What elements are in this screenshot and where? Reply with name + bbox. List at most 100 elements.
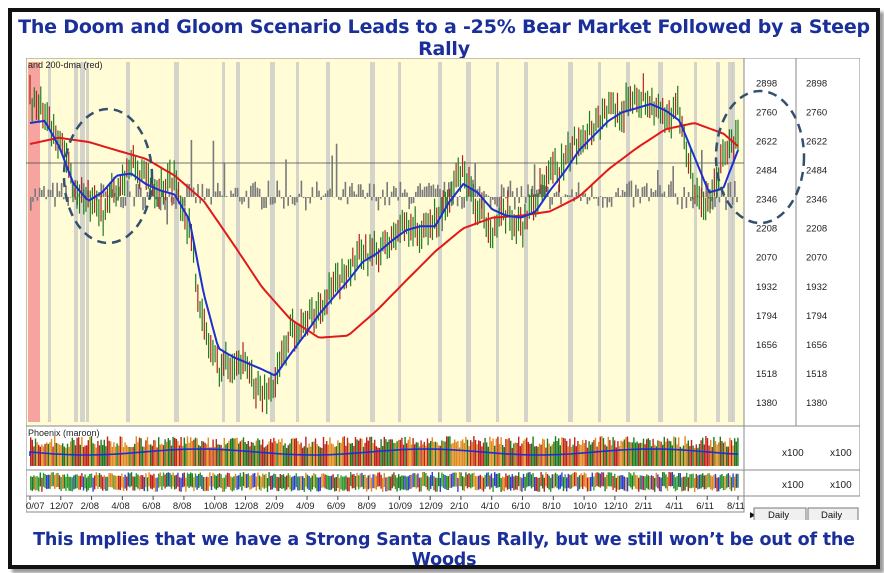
indicator-bar [162,472,165,487]
tab-daily-1-box[interactable] [753,507,807,520]
phoenix-bar [455,442,457,466]
phoenix-bar [310,446,312,466]
phoenix-bar [420,440,422,466]
volume-bar [544,185,547,197]
indicator-bar [145,473,147,488]
phoenix-bar [583,443,585,466]
volume-bar [289,195,292,197]
phoenix-scale-label-2: x100 [830,448,852,459]
volume-bar [100,183,102,197]
volume-bar [401,192,404,197]
indicator-bar [97,475,99,490]
indicator-bar [351,474,353,489]
indicator-bar [481,476,483,491]
phoenix-bar [609,440,611,466]
volume-bar [540,184,542,197]
indicator-bar [266,477,269,492]
phoenix-bar [388,439,390,466]
volume-bar [206,188,208,197]
indicator-bar [308,476,310,491]
volume-bar [415,191,417,197]
phoenix-bar [153,440,155,466]
phoenix-bar [670,441,672,466]
indicator-bar [294,475,296,490]
phoenix-bar [546,438,549,466]
phoenix-bar [518,436,520,466]
secondary-scale-label-2: x100 [830,480,852,491]
volume-bar [199,196,201,204]
indicator-bar [78,475,80,490]
phoenix-bar [434,441,437,466]
indicator-bar [156,477,158,492]
phoenix-bar [631,442,633,466]
volume-bar [360,184,362,197]
indicator-bar [353,474,355,489]
indicator-bar [535,476,537,491]
indicator-bar [60,477,62,492]
volume-bar [463,196,465,208]
indicator-bar [329,476,331,491]
phoenix-bar [162,445,165,466]
phoenix-bar [399,439,401,466]
indicator-bar [606,474,608,489]
phoenix-bar [430,440,432,466]
volume-bar [65,185,67,197]
indicator-bar [178,477,181,492]
phoenix-bar [385,439,387,466]
indicator-bar [86,477,88,492]
x-tick-label: 8/10 [542,501,561,512]
annotation-circle-right [714,89,806,225]
indicator-bar [442,474,445,489]
phoenix-bar [644,444,646,466]
volume-bar [390,191,393,197]
indicator-bar [290,477,293,492]
indicator-bar [231,477,233,492]
phoenix-bar [479,441,481,466]
phoenix-bar [236,437,238,466]
phoenix-bar [642,438,645,466]
phoenix-bar [36,442,38,466]
volume-bar [551,196,553,205]
indicator-bar [287,473,289,488]
volume-bar [584,193,586,197]
x-tick-label: 4/09 [296,501,315,512]
indicator-bar [55,473,57,488]
phoenix-bar [282,445,285,466]
indicator-bar [497,473,499,488]
volume-bar [36,196,39,201]
indicator-bar [124,474,126,489]
indicator-bar [265,473,267,488]
phoenix-bar [526,437,528,466]
volume-bar [452,196,454,205]
phoenix-bar [474,439,477,466]
phoenix-bar [271,442,273,466]
volume-bar [685,196,688,208]
indicator-bar [719,474,721,489]
volume-bar [408,196,410,210]
volume-bar [520,186,523,197]
phoenix-bar [425,445,427,466]
y-tick-label-left: 2484 [756,166,777,177]
scroll-arrow-icon[interactable]: ► [748,510,758,520]
indicator-bar [111,473,113,488]
indicator-bar [476,476,478,491]
tab-daily-2-box[interactable] [807,507,859,520]
x-tick-label: 6/10 [512,501,531,512]
phoenix-bar [177,440,179,466]
tab-daily-1[interactable]: Daily [768,510,789,520]
phoenix-bar [377,447,379,466]
tab-daily-2[interactable]: Daily [821,510,842,520]
indicator-bar [622,475,624,490]
volume-bar [214,191,217,197]
phoenix-bar [294,438,296,466]
phoenix-bar [554,436,557,466]
indicator-bar [660,477,662,492]
indicator-bar [148,472,150,487]
volume-bar [619,195,622,197]
indicator-bar [556,474,558,489]
indicator-bar [727,473,729,488]
phoenix-bar [319,447,321,466]
indicator-bar [166,472,168,487]
phoenix-bar [617,441,619,466]
phoenix-bar [695,444,697,466]
